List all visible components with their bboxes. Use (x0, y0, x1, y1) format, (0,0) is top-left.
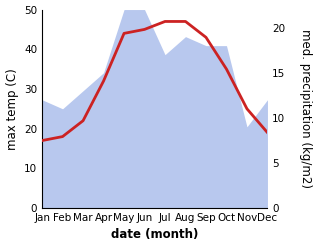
Y-axis label: med. precipitation (kg/m2): med. precipitation (kg/m2) (300, 29, 313, 188)
X-axis label: date (month): date (month) (111, 228, 198, 242)
Y-axis label: max temp (C): max temp (C) (5, 68, 18, 150)
